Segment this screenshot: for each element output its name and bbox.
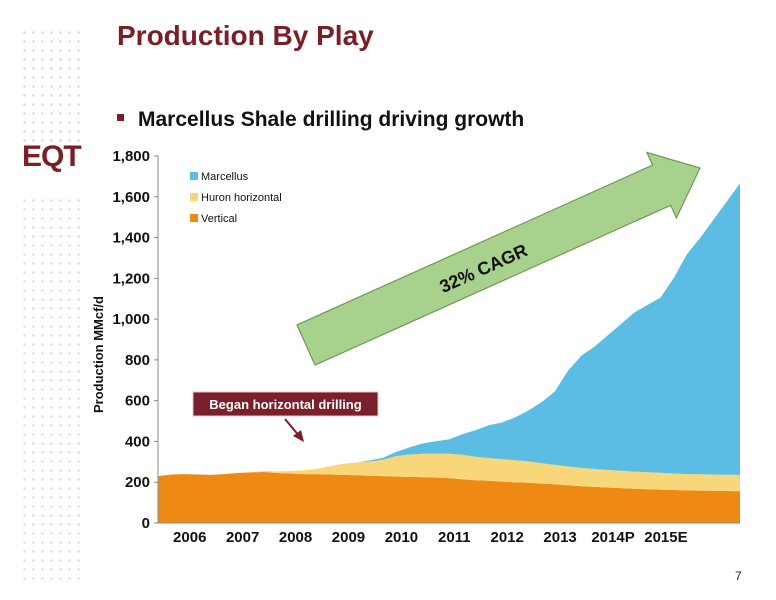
- x-tick-label: 2012: [491, 529, 524, 546]
- area-marcellus: [158, 183, 740, 477]
- y-tick-label: 400: [125, 433, 150, 450]
- y-tick-label: 1,800: [112, 148, 150, 165]
- bullet-text: Marcellus Shale drilling driving growth: [138, 108, 525, 131]
- decorative-dot-grid: [20, 28, 82, 148]
- callout-label: Began horizontal drilling: [209, 397, 361, 412]
- y-tick-label: 1,200: [112, 270, 150, 287]
- legend-swatch: [190, 193, 198, 201]
- x-tick-label: 2015E: [644, 529, 687, 546]
- callout-pointer-head-icon: [293, 430, 304, 442]
- callout-box: [192, 391, 379, 417]
- legend-label: Marcellus: [201, 171, 249, 183]
- decorative-dot-grid-lower: [20, 196, 82, 586]
- page-title: Production By Play: [117, 20, 374, 51]
- eqt-logo: EQT: [22, 140, 82, 173]
- x-tick-label: 2014P: [591, 529, 634, 546]
- area-huron-horizontal: [158, 453, 740, 492]
- area-vertical: [158, 472, 740, 523]
- legend-label: Huron horizontal: [201, 192, 282, 204]
- chart-axes: 0 200 400 600 800 1,000 1,200 1,400 1,600 1,800 Pr…: [91, 148, 740, 546]
- x-tick-label: 2010: [385, 529, 418, 546]
- x-tick-label: 2008: [279, 529, 312, 546]
- legend-swatch: [190, 214, 198, 222]
- chart-areas: [158, 183, 740, 523]
- legend-label: Vertical: [201, 213, 237, 225]
- bullet-square-icon: [117, 113, 124, 121]
- y-tick-label: 1,600: [112, 189, 150, 206]
- y-axis-title: Production MMcf/d: [91, 296, 106, 413]
- bullet-point: Marcellus Shale drilling driving growth: [117, 108, 524, 132]
- x-tick-label: 2009: [332, 529, 365, 546]
- y-tick-label: 0: [142, 515, 150, 532]
- x-tick-label: 2013: [543, 529, 576, 546]
- x-tick-label: 2011: [438, 529, 471, 546]
- y-tick-label: 600: [125, 393, 150, 410]
- x-tick-label: 2007: [226, 529, 259, 546]
- y-tick-label: 1,400: [112, 230, 150, 247]
- x-tick-label: 2006: [173, 529, 206, 546]
- y-tick-label: 800: [125, 352, 150, 369]
- cagr-arrow-icon: [296, 151, 701, 366]
- legend-swatch: [190, 172, 198, 180]
- page-number: 7: [735, 569, 742, 583]
- y-tick-label: 200: [125, 474, 150, 491]
- chart-legend: Marcellus Huron horizontal Vertical: [190, 171, 282, 225]
- y-tick-label: 1,000: [112, 311, 150, 328]
